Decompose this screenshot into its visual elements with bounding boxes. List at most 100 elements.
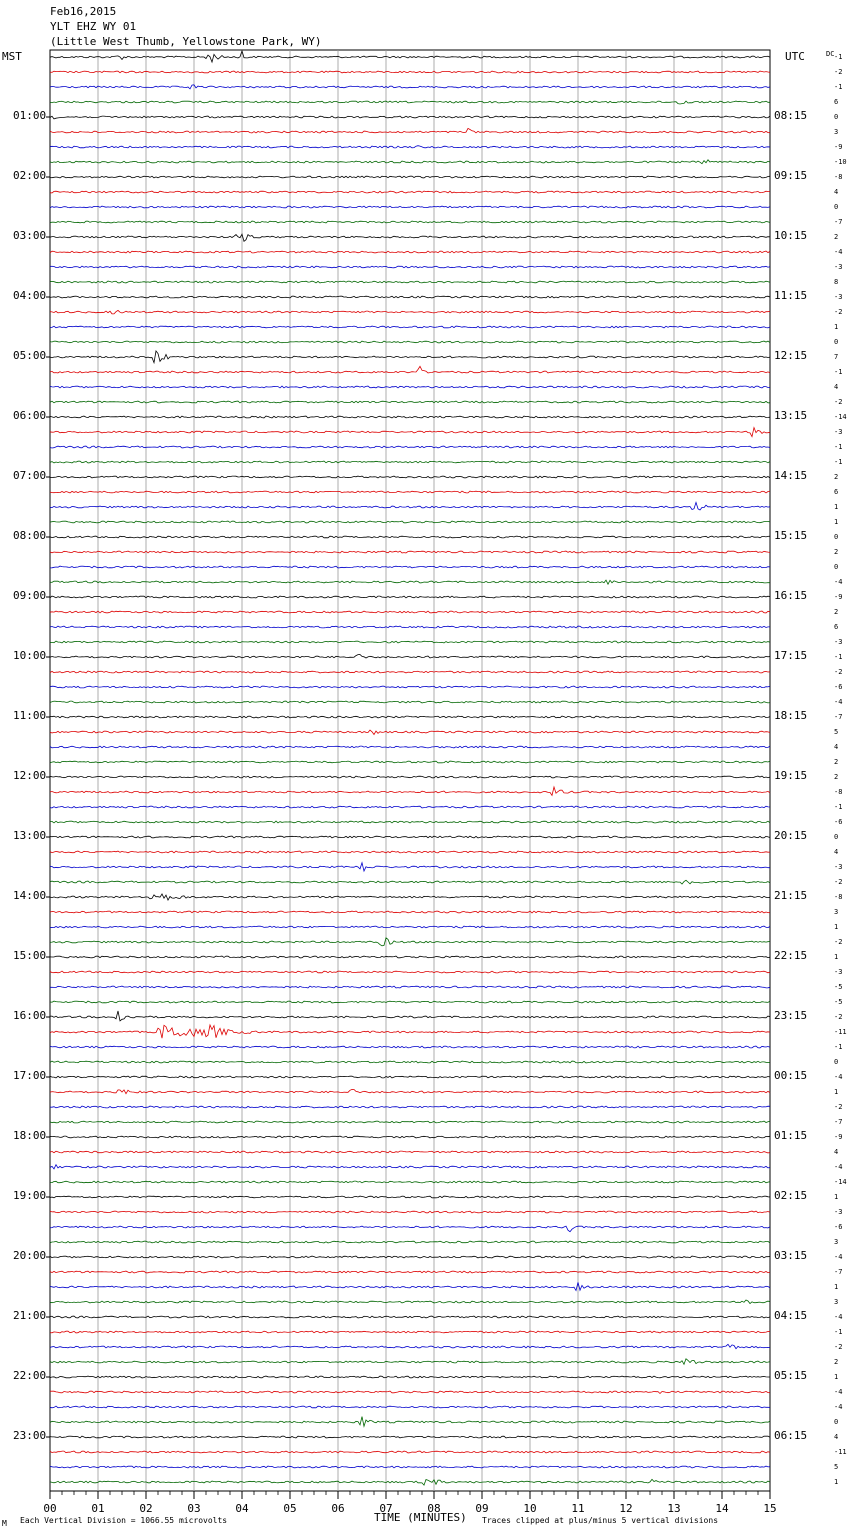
dc-offset-label: -1: [834, 83, 843, 91]
dc-offset-label: -2: [834, 1103, 843, 1111]
dc-offset-label: -11: [834, 1448, 847, 1456]
dc-offset-label: 0: [834, 113, 839, 121]
trace-row-27: [49, 460, 771, 464]
dc-offset-label: -1: [834, 1328, 843, 1336]
dc-offset-label: -1: [834, 653, 843, 661]
dc-offset-label: -9: [834, 593, 843, 601]
mst-hour-label: 16:00: [13, 1009, 47, 1022]
dc-offset-label: -3: [834, 638, 843, 646]
dc-offset-label: 0: [834, 533, 839, 541]
trace-row-62: [50, 985, 771, 989]
dc-offset-label: -3: [834, 1208, 843, 1216]
trace-row-32: [49, 535, 771, 539]
trace-row-14: [49, 265, 771, 269]
x-tick-label: 06: [331, 1502, 344, 1515]
trace-row-10: [49, 205, 771, 209]
trace-row-1: [49, 70, 771, 74]
dc-offset-label: -1: [834, 53, 843, 61]
dc-offset-label: 5: [834, 728, 839, 736]
trace-row-6: [49, 145, 771, 149]
trace-row-74: [49, 1163, 771, 1170]
trace-row-19: [49, 340, 771, 344]
dc-offset-label: 1: [834, 1088, 839, 1096]
x-tick-label: 12: [619, 1502, 632, 1515]
station-location: (Little West Thumb, Yellowstone Park, WY…: [50, 35, 322, 48]
dc-offset-label: -4: [834, 578, 843, 586]
dc-offset-label: -3: [834, 968, 843, 976]
trace-row-30: [49, 501, 771, 511]
mst-hour-label: 23:00: [13, 1429, 47, 1442]
trace-row-42: [49, 685, 771, 689]
dc-offset-label: 1: [834, 1373, 839, 1381]
trace-row-46: [49, 745, 771, 749]
trace-row-83: [49, 1299, 771, 1305]
trace-row-95: [49, 1478, 771, 1486]
dc-offset-label: -1: [834, 1043, 843, 1051]
clip-note: Traces clipped at plus/minus 5 vertical …: [482, 1516, 719, 1525]
mst-hour-label: 12:00: [13, 769, 47, 782]
x-tick-label: 05: [283, 1502, 296, 1515]
dc-offset-label: -2: [834, 878, 843, 886]
dc-offset-label: -5: [834, 983, 843, 991]
dc-offset-label: 0: [834, 1058, 839, 1066]
dc-offset-label: 0: [834, 563, 839, 571]
mst-hour-label: 04:00: [13, 289, 47, 302]
trace-row-66: [49, 1045, 771, 1049]
dc-offset-label: -8: [834, 173, 843, 181]
trace-row-91: [49, 1416, 771, 1428]
dc-offset-label: 6: [834, 488, 839, 496]
trace-row-36: [49, 595, 771, 599]
dc-offset-label: -4: [834, 1253, 843, 1261]
x-tick-label: 10: [523, 1502, 536, 1515]
mst-hour-label: 18:00: [13, 1129, 47, 1142]
utc-hour-label: 06:15: [774, 1429, 808, 1442]
trace-row-53: [49, 850, 771, 854]
dc-offset-label: -7: [834, 713, 843, 721]
dc-offset-header: DC: [826, 50, 835, 58]
utc-hour-label: 15:15: [774, 529, 808, 542]
trace-row-13: [49, 250, 771, 254]
dc-offset-label: 1: [834, 323, 839, 331]
dc-offset-label: -4: [834, 1163, 843, 1171]
trace-row-93: [49, 1450, 771, 1454]
dc-offset-label: 3: [834, 1238, 839, 1246]
trace-row-26: [49, 445, 771, 449]
dc-offset-label: 1: [834, 953, 839, 961]
trace-row-17: [49, 309, 771, 315]
dc-offset-label: -7: [834, 218, 843, 226]
trace-row-40: [49, 654, 771, 659]
trace-row-25: [49, 426, 771, 438]
dc-offset-label: 2: [834, 1358, 839, 1366]
trace-row-85: [49, 1330, 771, 1334]
trace-row-41: [49, 670, 771, 674]
trace-row-71: [49, 1120, 771, 1124]
dc-offset-label: 1: [834, 923, 839, 931]
x-tick-label: 07: [379, 1502, 392, 1515]
mst-hour-label: 14:00: [13, 889, 47, 902]
trace-row-4: [49, 115, 771, 120]
dc-offset-label: -5: [834, 998, 843, 1006]
trace-row-28: [49, 475, 771, 479]
dc-offset-label: -1: [834, 368, 843, 376]
trace-row-77: [49, 1210, 771, 1214]
dc-offset-label: -14: [834, 413, 847, 421]
dc-offset-label: -3: [834, 428, 843, 436]
dc-offset-label: 4: [834, 848, 839, 856]
dc-offset-label: -6: [834, 683, 843, 691]
utc-hour-label: 05:15: [774, 1369, 808, 1382]
mst-hour-label: 09:00: [13, 589, 47, 602]
dc-offset-label: -2: [834, 68, 843, 76]
x-axis-label: TIME (MINUTES): [374, 1511, 467, 1524]
dc-offset-label: -11: [834, 1028, 847, 1036]
dc-offset-label: 1: [834, 1478, 839, 1486]
trace-row-70: [49, 1105, 771, 1109]
right-timezone-label: UTC: [785, 50, 805, 63]
trace-row-78: [49, 1225, 771, 1233]
utc-hour-label: 16:15: [774, 589, 808, 602]
utc-hour-label: 01:15: [774, 1129, 808, 1142]
mst-hour-label: 07:00: [13, 469, 47, 482]
utc-hour-label: 08:15: [774, 109, 808, 122]
dc-offset-label: -2: [834, 938, 843, 946]
dc-offset-label: -4: [834, 1403, 843, 1411]
trace-row-67: [49, 1060, 771, 1064]
